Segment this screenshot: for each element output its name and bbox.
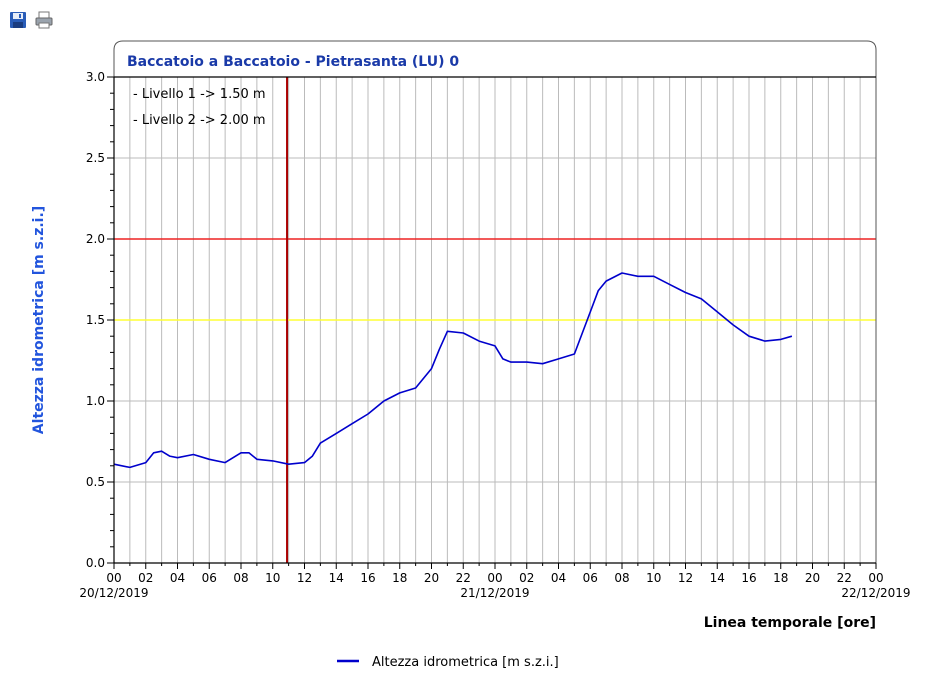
x-tick-label: 20 bbox=[805, 571, 820, 585]
legend-label: Altezza idrometrica [m s.z.i.] bbox=[372, 655, 559, 670]
x-tick-label: 04 bbox=[551, 571, 566, 585]
x-tick-label: 12 bbox=[297, 571, 312, 585]
x-tick-label: 00 bbox=[868, 571, 883, 585]
x-tick-label: 02 bbox=[138, 571, 153, 585]
threshold-lines bbox=[114, 77, 876, 563]
x-axis-title: Linea temporale [ore] bbox=[704, 615, 876, 631]
x-tick-label: 14 bbox=[710, 571, 725, 585]
plot-border bbox=[113, 40, 877, 563]
x-tick-label: 06 bbox=[583, 571, 598, 585]
x-tick-label: 08 bbox=[233, 571, 248, 585]
threshold-label-livello-1: - Livello 1 -> 1.50 m bbox=[133, 87, 266, 102]
x-tick-label: 18 bbox=[773, 571, 788, 585]
x-tick-label: 22 bbox=[456, 571, 471, 585]
x-date-label: 20/12/2019 bbox=[79, 586, 148, 600]
x-tick-label: 04 bbox=[170, 571, 185, 585]
threshold-label-livello-2: - Livello 2 -> 2.00 m bbox=[133, 113, 266, 128]
x-tick-label: 12 bbox=[678, 571, 693, 585]
y-tick-label: 3.0 bbox=[86, 70, 105, 84]
x-tick-label: 22 bbox=[837, 571, 852, 585]
floppy-disk-save-icon[interactable] bbox=[8, 10, 28, 30]
x-date-label: 21/12/2019 bbox=[460, 586, 529, 600]
y-tick-label: 1.0 bbox=[86, 394, 105, 408]
x-tick-label: 08 bbox=[614, 571, 629, 585]
x-tick-label: 00 bbox=[106, 571, 121, 585]
x-tick-label: 10 bbox=[646, 571, 661, 585]
x-tick-label: 16 bbox=[360, 571, 375, 585]
y-tick-label: 2.5 bbox=[86, 151, 105, 165]
x-tick-label: 20 bbox=[424, 571, 439, 585]
y-tick-label: 0.0 bbox=[86, 556, 105, 570]
y-tick-label: 0.5 bbox=[86, 475, 105, 489]
x-tick-label: 18 bbox=[392, 571, 407, 585]
y-tick-label: 1.5 bbox=[86, 313, 105, 327]
x-tick-label: 10 bbox=[265, 571, 280, 585]
x-date-label: 22/12/2019 bbox=[841, 586, 910, 600]
series-layer bbox=[113, 272, 793, 469]
x-tick-label: 02 bbox=[519, 571, 534, 585]
printer-icon[interactable] bbox=[34, 10, 54, 30]
y-axis-title: Altezza idrometrica [m s.z.i.] bbox=[31, 206, 47, 434]
series-line-altezza-idrometrica bbox=[113, 272, 793, 469]
axis-ticks: 0.0 0.5 1.0 1.5 2.0 2.5 3.0 00 02 04 06 08 10 12 14 16 1… bbox=[79, 70, 910, 600]
x-tick-label: 06 bbox=[202, 571, 217, 585]
x-tick-label: 16 bbox=[741, 571, 756, 585]
x-tick-label: 00 bbox=[487, 571, 502, 585]
chart-toolbar bbox=[8, 10, 54, 32]
chart-title: Baccatoio a Baccatoio - Pietrasanta (LU)… bbox=[127, 54, 459, 70]
x-tick-label: 14 bbox=[329, 571, 344, 585]
y-tick-label: 2.0 bbox=[86, 232, 105, 246]
